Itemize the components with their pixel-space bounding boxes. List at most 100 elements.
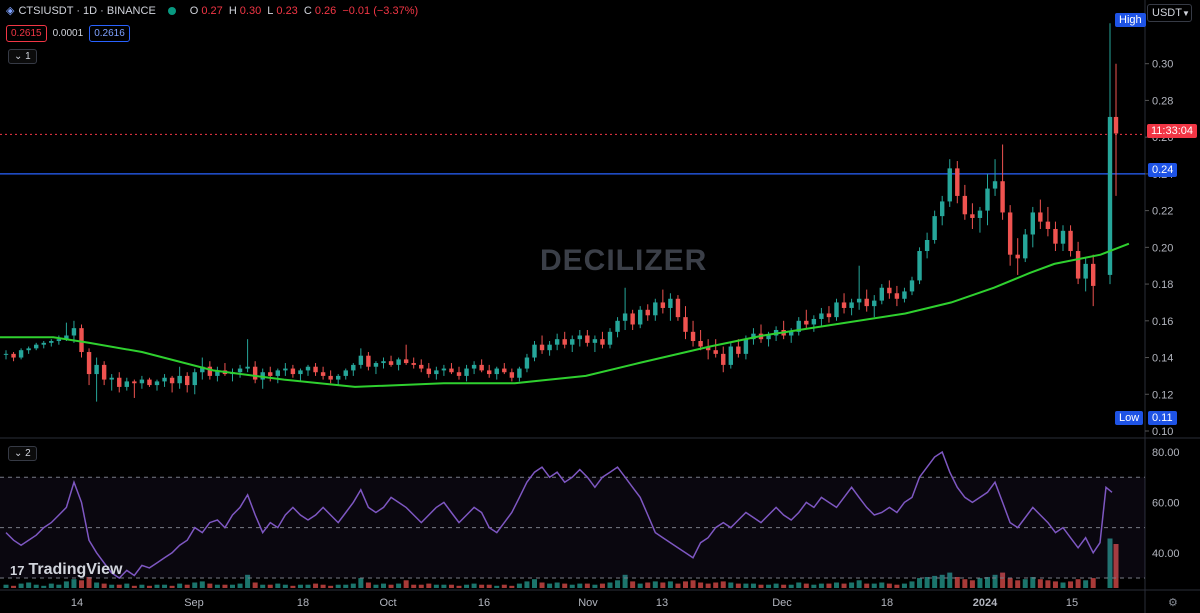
moving-average bbox=[0, 242, 1130, 388]
price-tick-label: 0.20 bbox=[1152, 242, 1173, 254]
candle-body bbox=[305, 366, 311, 371]
candle-body bbox=[1083, 263, 1088, 279]
bid-price[interactable]: 0.2615 bbox=[6, 25, 47, 42]
time-tick-label: Oct bbox=[379, 597, 396, 609]
candle-body bbox=[275, 370, 280, 376]
volume-bar bbox=[79, 580, 84, 588]
candle-body bbox=[1023, 234, 1028, 259]
volume-bar bbox=[841, 583, 847, 588]
volume-bar bbox=[207, 583, 213, 588]
candle-body bbox=[49, 341, 54, 343]
volume-bar bbox=[818, 583, 824, 588]
ask-price[interactable]: 0.2616 bbox=[89, 25, 130, 42]
volume-bar bbox=[675, 583, 681, 588]
volume-bar bbox=[562, 583, 568, 588]
volume-bar bbox=[448, 584, 454, 588]
volume-bar bbox=[192, 582, 198, 588]
volume-bar bbox=[803, 583, 809, 588]
candle-body bbox=[283, 368, 288, 371]
candle-body bbox=[856, 298, 862, 303]
candle-body bbox=[872, 300, 877, 307]
spread-value: 0.0001 bbox=[52, 28, 84, 39]
low-tag: Low bbox=[1115, 411, 1144, 425]
candle-body bbox=[336, 375, 341, 380]
time-tick-label: 15 bbox=[1066, 597, 1078, 609]
volume-bar bbox=[501, 584, 507, 588]
candle-body bbox=[388, 361, 394, 365]
candle-body bbox=[804, 320, 809, 325]
volume-bar bbox=[18, 583, 24, 588]
candle-body bbox=[909, 280, 915, 292]
volume-bar bbox=[788, 584, 794, 588]
settings-icon[interactable]: ⚙ bbox=[1168, 597, 1178, 609]
volume-bar bbox=[698, 582, 704, 588]
candle-body bbox=[207, 366, 213, 376]
candle-body bbox=[177, 375, 182, 384]
ohlc-values: O 0.27 H 0.30 L 0.23 C 0.26 −0.01 (−3.37%) bbox=[189, 4, 419, 17]
symbol-label[interactable]: CTSIUSDT · 1D · BINANCE bbox=[18, 4, 156, 17]
volume-bar bbox=[1052, 581, 1058, 588]
candle-body bbox=[841, 302, 847, 308]
volume-bar bbox=[622, 574, 628, 588]
volume-bar bbox=[328, 585, 334, 588]
volume-bar bbox=[3, 584, 9, 588]
volume-bar bbox=[282, 584, 288, 588]
volume-bar bbox=[879, 582, 885, 588]
volume-bar bbox=[245, 574, 251, 588]
volume-bar bbox=[924, 577, 930, 588]
currency-select[interactable]: USDT ▼ bbox=[1147, 4, 1192, 22]
volume-bar bbox=[237, 583, 243, 588]
volume-bar bbox=[705, 583, 711, 588]
candle-body bbox=[237, 368, 243, 373]
volume-bar bbox=[267, 584, 273, 588]
candle-body bbox=[132, 381, 137, 384]
chevron-down-icon: ▼ bbox=[1181, 8, 1190, 18]
volume-bar bbox=[63, 581, 69, 588]
candle-body bbox=[1060, 230, 1066, 244]
volume-bar bbox=[750, 583, 756, 588]
volume-bar bbox=[260, 584, 266, 588]
candle-body bbox=[313, 366, 318, 373]
pane-2-toggle[interactable]: ⌄ 2 bbox=[8, 446, 37, 461]
time-tick-label: Dec bbox=[772, 597, 792, 609]
volume-bar bbox=[1037, 579, 1043, 588]
volume-bar bbox=[962, 579, 968, 588]
candles bbox=[3, 23, 1119, 402]
candle-body bbox=[645, 309, 650, 316]
candle-body bbox=[539, 344, 545, 351]
candle-body bbox=[381, 361, 386, 364]
price-tick-label: 0.14 bbox=[1152, 353, 1173, 365]
volume-bar bbox=[411, 584, 417, 588]
volume-bar bbox=[909, 581, 915, 588]
candle-body bbox=[607, 331, 613, 345]
price-tick-label: 0.12 bbox=[1152, 389, 1173, 401]
volume-bar bbox=[41, 585, 47, 588]
volume-bar bbox=[350, 583, 356, 588]
volume-bar bbox=[109, 584, 115, 588]
candle-body bbox=[411, 363, 416, 365]
candle-body bbox=[713, 350, 718, 354]
candle-body bbox=[1015, 254, 1020, 259]
candle-body bbox=[811, 318, 817, 325]
volume-bar bbox=[94, 582, 100, 588]
candle-body bbox=[479, 364, 484, 371]
rsi-tick-label: 60.00 bbox=[1152, 497, 1180, 509]
candle-body bbox=[977, 210, 983, 218]
volume-bar bbox=[728, 582, 734, 588]
candle-body bbox=[366, 355, 371, 367]
candle-body bbox=[532, 344, 537, 358]
time-axis[interactable]: 14 Sep 18 Oct 16 Nov 13 Dec 18 2024 15 bbox=[71, 597, 1078, 609]
volume-bar bbox=[456, 585, 462, 588]
volume-bar bbox=[735, 583, 741, 588]
candle-body bbox=[705, 346, 711, 351]
candle-body bbox=[962, 195, 968, 215]
pane-1-toggle[interactable]: ⌄ 1 bbox=[8, 49, 37, 64]
volume-bar bbox=[524, 581, 530, 588]
candle-body bbox=[1038, 212, 1043, 222]
price-axis[interactable]: 0.300.280.260.240.220.200.180.160.140.12… bbox=[1145, 59, 1173, 438]
candle-body bbox=[879, 287, 884, 301]
hline-value-tag[interactable]: 0.24 bbox=[1148, 163, 1178, 177]
candle-body bbox=[290, 368, 296, 375]
volume-bar bbox=[977, 578, 983, 588]
